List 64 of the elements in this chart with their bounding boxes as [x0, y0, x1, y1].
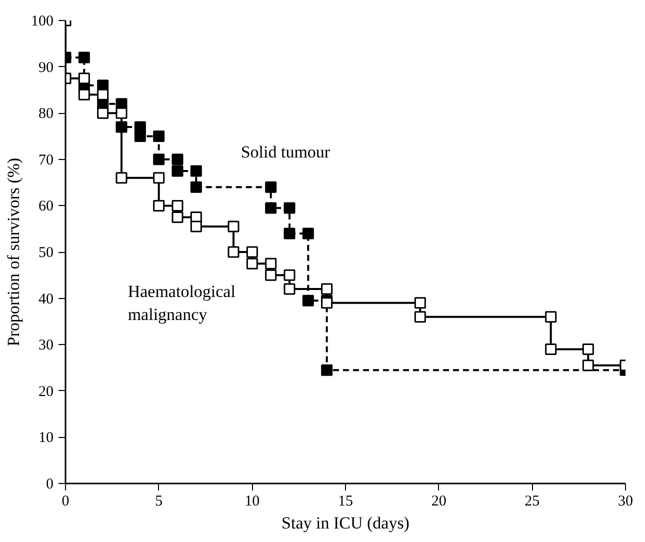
point	[284, 202, 296, 214]
x-tick-label: 30	[618, 494, 633, 510]
x-tick-label: 0	[62, 494, 70, 510]
x-tick-label: 25	[524, 494, 540, 510]
y-tick-label: 100	[31, 14, 54, 30]
y-axis-title: Proportion of survivors (%)	[4, 158, 23, 346]
point	[284, 228, 296, 240]
point	[545, 343, 557, 355]
point	[265, 269, 277, 281]
y-tick-label: 20	[38, 384, 54, 400]
x-axis-title: Stay in ICU (days)	[282, 514, 410, 532]
point	[97, 88, 109, 100]
point	[284, 269, 296, 281]
x-tick-label: 10	[244, 494, 260, 510]
y-tick-label: 70	[38, 152, 54, 168]
point	[172, 200, 184, 212]
point	[582, 343, 594, 355]
point	[78, 88, 90, 100]
point	[116, 107, 128, 119]
y-tick-label: 30	[38, 338, 54, 354]
point	[321, 283, 333, 295]
point	[172, 212, 184, 224]
y-tick-label: 0	[46, 476, 54, 492]
point	[582, 360, 594, 372]
point	[246, 258, 258, 270]
point	[228, 246, 240, 258]
x-tick-label: 20	[431, 494, 446, 510]
point	[172, 165, 184, 177]
point	[228, 220, 240, 232]
point	[321, 364, 333, 376]
point	[321, 297, 333, 309]
point	[153, 200, 165, 212]
point	[190, 181, 202, 193]
point	[414, 297, 426, 309]
point	[172, 154, 184, 166]
point	[153, 154, 165, 166]
point	[302, 228, 314, 240]
y-tick-label: 90	[38, 60, 54, 76]
y-tick-label: 50	[38, 245, 54, 261]
y-tick-label: 40	[38, 291, 54, 308]
point	[116, 172, 128, 184]
point	[190, 220, 202, 232]
point	[265, 258, 277, 270]
point	[265, 181, 277, 193]
point	[97, 107, 109, 119]
y-tick-label: 10	[38, 430, 54, 446]
y-tick-label: 80	[38, 106, 54, 122]
point	[284, 283, 296, 295]
x-tick-label: 5	[155, 494, 163, 510]
x-tick-label: 15	[338, 494, 353, 510]
point	[78, 52, 90, 64]
point	[134, 130, 146, 142]
point	[414, 311, 426, 323]
series-label: Haematological malignancy	[128, 282, 236, 324]
point	[246, 246, 258, 258]
point	[190, 165, 202, 177]
point	[153, 172, 165, 184]
point	[302, 294, 314, 306]
point	[153, 130, 165, 142]
series-label: Solid tumour	[240, 142, 330, 162]
y-tick-label: 60	[38, 198, 54, 215]
point	[545, 311, 557, 323]
point	[265, 202, 277, 214]
point	[78, 72, 90, 84]
